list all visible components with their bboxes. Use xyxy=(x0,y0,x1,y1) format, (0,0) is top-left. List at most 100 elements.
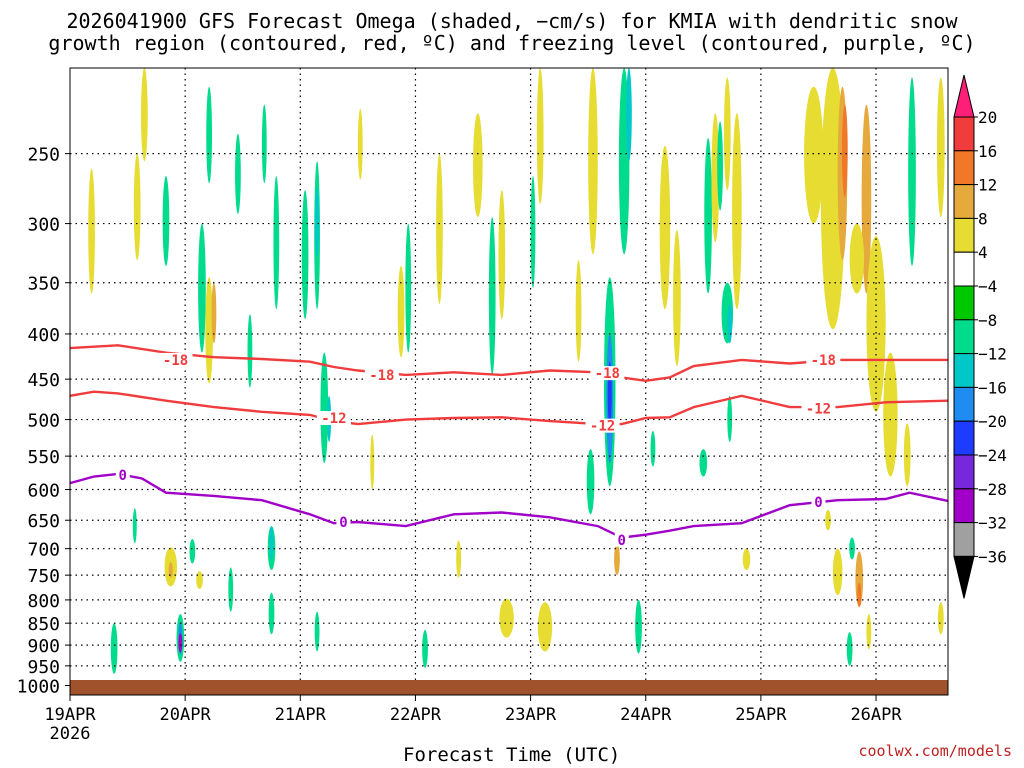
x-tick-label: 21APR xyxy=(275,705,327,725)
omega-cell xyxy=(866,236,886,412)
y-tick-label: 850 xyxy=(27,614,60,635)
colorbar-label: −36 xyxy=(978,547,1007,566)
omega-shading xyxy=(88,67,945,674)
contour-label: -18 xyxy=(811,353,836,369)
omega-cell xyxy=(650,430,656,467)
colorbar-swatch xyxy=(953,353,975,388)
omega-cell xyxy=(857,582,862,608)
colorbar-label: −4 xyxy=(978,277,997,296)
colorbar-swatch xyxy=(953,319,975,355)
colorbar-swatch xyxy=(953,251,975,287)
colorbar-swatch xyxy=(953,454,975,490)
colorbar-swatch xyxy=(953,522,975,557)
y-tick-label: 350 xyxy=(27,274,60,295)
omega-cell xyxy=(936,77,945,218)
contour-label: 0 xyxy=(339,515,347,531)
omega-cell xyxy=(732,113,742,310)
contour-line xyxy=(69,344,948,383)
omega-cell xyxy=(825,509,831,531)
omega-cell xyxy=(832,548,843,596)
plot-frame xyxy=(69,67,949,696)
colorbar-label: −8 xyxy=(978,311,997,330)
colorbar: 20 16 12 8 4 −4 −8 −12 −16 −20 −24 −28 −32 −36 xyxy=(953,74,1007,599)
x-year-label: 2026 xyxy=(50,724,91,744)
contour-label-bg xyxy=(336,515,351,530)
omega-cell xyxy=(189,538,196,564)
colorbar-swatch xyxy=(953,488,975,524)
omega-cell xyxy=(436,153,443,305)
chart-title-line-1: 2026041900 GFS Forecast Omega (shaded, −… xyxy=(66,9,958,33)
contour-label: -12 xyxy=(590,419,615,435)
omega-cell xyxy=(422,629,428,668)
contour-line xyxy=(69,472,949,539)
y-tick-label: 400 xyxy=(27,325,60,346)
site-credit: coolwx.com/models xyxy=(858,742,1012,760)
omega-cell xyxy=(908,77,916,266)
omega-cell xyxy=(315,186,320,258)
contour-label: 0 xyxy=(814,495,822,511)
omega-cell xyxy=(261,104,267,184)
omega-cell xyxy=(841,104,848,198)
omega-cell xyxy=(536,67,544,204)
omega-cell xyxy=(861,104,872,294)
y-axis: 2503003504004505005506006507007508008509… xyxy=(17,145,70,698)
omega-cell xyxy=(586,449,595,515)
colorbar-label: 8 xyxy=(978,209,988,228)
omega-cell xyxy=(196,571,203,589)
contour-label: -18 xyxy=(163,353,188,369)
contour-label: 0 xyxy=(119,468,127,484)
omega-cell xyxy=(235,133,241,214)
omega-cell xyxy=(301,190,309,320)
omega-cell xyxy=(727,395,733,442)
contour-label: -18 xyxy=(595,366,620,382)
y-tick-label: 600 xyxy=(27,481,60,502)
omega-cell xyxy=(727,304,733,344)
omega-cell xyxy=(614,543,620,576)
x-tick-label: 19APR xyxy=(44,705,96,725)
x-tick-label: 20APR xyxy=(160,705,212,725)
omega-cell xyxy=(168,562,173,578)
omega-cell xyxy=(711,113,720,243)
omega-cell xyxy=(397,265,405,358)
x-axis: 19APR 20APR 21APR 22APR 23APR 24APR 25APR 26APR… xyxy=(44,695,902,744)
contour-label-bg xyxy=(115,468,130,483)
x-tick-label: 22APR xyxy=(390,705,442,725)
omega-cell xyxy=(162,175,170,266)
colorbar-swatch xyxy=(953,285,975,321)
contour-label-bg xyxy=(801,401,836,416)
y-tick-label: 500 xyxy=(27,411,60,432)
colorbar-label: −20 xyxy=(978,412,1007,431)
omega-cell xyxy=(133,153,141,261)
contour-label-bg xyxy=(590,366,625,381)
x-tick-label: 23APR xyxy=(505,705,557,725)
omega-cell xyxy=(635,599,642,654)
omega-cell xyxy=(228,567,234,612)
omega-cell xyxy=(723,77,731,191)
contour-label: -12 xyxy=(806,402,831,418)
colorbar-label: 16 xyxy=(978,142,997,161)
contour-label-bg xyxy=(585,418,620,433)
y-tick-label: 1000 xyxy=(17,677,60,698)
colorbar-swatch xyxy=(953,74,975,118)
y-tick-label: 950 xyxy=(27,657,60,678)
y-tick-label: 750 xyxy=(27,566,60,587)
contour-label-bg xyxy=(614,532,629,547)
omega-cell xyxy=(456,540,462,578)
y-tick-label: 550 xyxy=(27,447,60,468)
omega-cell xyxy=(110,623,118,674)
colorbar-label: −24 xyxy=(978,446,1007,465)
x-axis-title: Forecast Time (UTC) xyxy=(403,744,621,766)
contour-line xyxy=(69,390,949,426)
contour-label: -12 xyxy=(321,411,346,427)
colorbar-swatch xyxy=(953,116,975,152)
omega-cell xyxy=(141,68,148,162)
omega-cell xyxy=(273,175,280,310)
omega-cell xyxy=(205,277,213,384)
omega-cell xyxy=(903,423,911,487)
omega-cell xyxy=(499,598,514,638)
colorbar-label: 20 xyxy=(978,108,997,127)
contours: -18 -18 -18 -18 -12 -12 -12 0 0 0 0 xyxy=(69,344,949,549)
omega-cell xyxy=(314,611,320,652)
contour-label-bg xyxy=(158,352,193,367)
